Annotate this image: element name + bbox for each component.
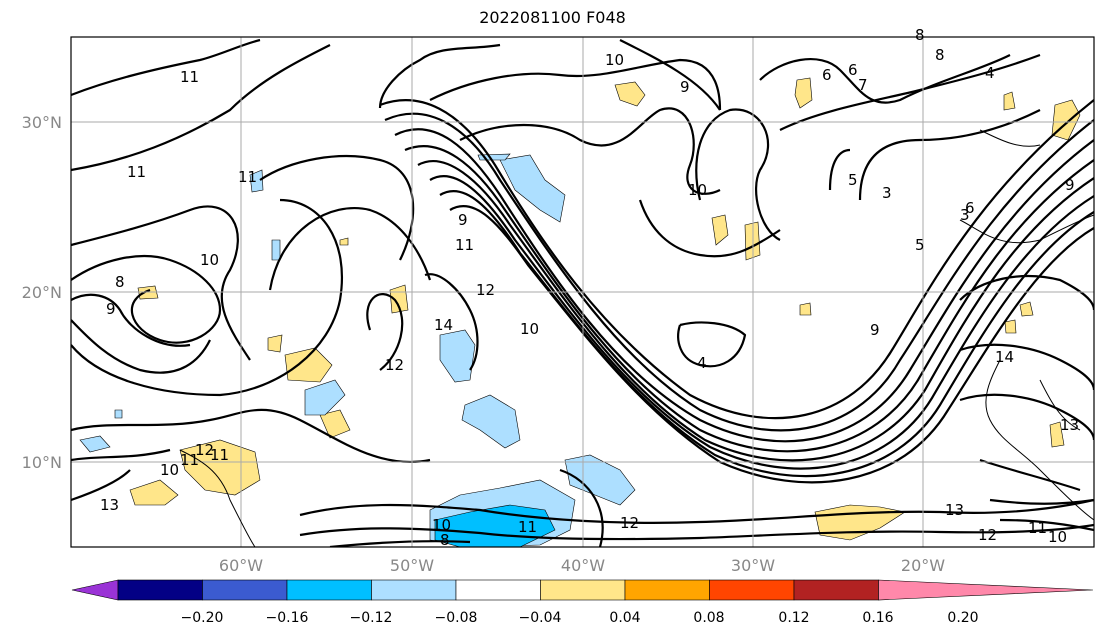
contour-label: 11	[455, 236, 474, 254]
contour-label: 11	[180, 68, 199, 86]
colorbar-tick-label: 0.08	[693, 610, 724, 626]
map-title: 2022081100 F048	[479, 8, 626, 27]
contour-label: 10	[605, 51, 624, 69]
colorbar-bin	[624, 579, 710, 601]
contour-labels: 11 11 11 10 9 8 6 5 6 7 4 3 9 10 11 12 1…	[100, 26, 1079, 549]
contour-label: 13	[100, 496, 119, 514]
lon-label: 50°W	[390, 556, 434, 575]
contour-label: 9	[1065, 176, 1075, 194]
coastlines	[179, 129, 1094, 547]
lat-label: 10°N	[22, 453, 62, 472]
contour-label: 12	[195, 441, 214, 459]
colorbar-bin	[540, 579, 626, 601]
contour-label: 5	[848, 171, 858, 189]
contour-label: 10	[200, 251, 219, 269]
contour-label: 10	[520, 320, 539, 338]
contour-label: 8	[440, 531, 450, 549]
contour-label: 10	[160, 461, 179, 479]
contour-label: 6	[822, 66, 832, 84]
contour-lines	[71, 38, 1094, 547]
contour-label: 9	[106, 300, 116, 318]
contour-label: 12	[620, 514, 639, 532]
contour-label: 10	[688, 181, 707, 199]
contour-label: 14	[434, 316, 453, 334]
colorbar-tick-labels: −0.20 −0.16 −0.12 −0.08 −0.04 0.04 0.08 …	[181, 610, 979, 626]
contour-label: 10	[432, 516, 451, 534]
contour-label: 11	[127, 163, 146, 181]
contour-label: 10	[1048, 528, 1067, 546]
colorbar-tick-label: −0.08	[435, 610, 478, 626]
colorbar-tick-label: −0.04	[519, 610, 562, 626]
contour-label: 14	[995, 348, 1014, 366]
colorbar-bin	[455, 579, 541, 601]
colorbar-extend-low	[71, 579, 119, 601]
longitude-labels: 60°W 50°W 40°W 30°W 20°W	[219, 556, 945, 575]
contour-label: 13	[1060, 416, 1079, 434]
contour-label: 5	[915, 236, 925, 254]
colorbar-bin	[371, 579, 457, 601]
contour-label: 9	[870, 321, 880, 339]
colorbar-tick-label: −0.12	[350, 610, 393, 626]
contour-label: 12	[978, 526, 997, 544]
contour-label: 7	[858, 76, 868, 94]
colorbar-tick-label: 0.04	[609, 610, 640, 626]
colorbar-tick-label: −0.20	[181, 610, 224, 626]
contour-label: 9	[680, 78, 690, 96]
map-border	[70, 36, 1095, 548]
contour-label: 13	[945, 501, 964, 519]
lon-label: 40°W	[561, 556, 605, 575]
lat-label: 30°N	[22, 113, 62, 132]
colorbar-bin	[286, 579, 372, 601]
contour-label: 11	[1028, 519, 1047, 537]
contour-label: 8	[915, 26, 925, 44]
contour-label: 8	[115, 273, 125, 291]
latitude-labels: 30°N 20°N 10°N	[22, 113, 62, 472]
colorbar-bin	[793, 579, 879, 601]
colorbar-tick-label: −0.16	[266, 610, 309, 626]
contour-label: 8	[935, 46, 945, 64]
lat-label: 20°N	[22, 283, 62, 302]
contour-label: 6	[848, 61, 858, 79]
colorbar-tick-label: 0.12	[778, 610, 809, 626]
contour-label: 11	[180, 451, 199, 469]
contour-label: 11	[238, 168, 257, 186]
colorbar-bin	[709, 579, 795, 601]
colorbar-bin	[117, 579, 203, 601]
colorbar-tick-label: 0.16	[862, 610, 893, 626]
contour-label: 9	[458, 211, 468, 229]
lon-label: 20°W	[901, 556, 945, 575]
lon-label: 30°W	[731, 556, 775, 575]
contour-label: 12	[385, 356, 404, 374]
contour-label: 11	[210, 446, 229, 464]
contour-label: 4	[985, 64, 995, 82]
map-area	[71, 37, 1094, 547]
colorbar-extend-high	[878, 579, 1094, 601]
contour-label: 3	[882, 184, 892, 202]
contour-label: 4	[697, 354, 707, 372]
contour-label: 11	[518, 518, 537, 536]
contour-label: 3	[960, 206, 970, 224]
contour-label: 12	[476, 281, 495, 299]
colorbar-tick-label: 0.20	[947, 610, 978, 626]
colorbar	[71, 579, 1094, 601]
contour-label: 6	[965, 199, 975, 217]
grid	[71, 37, 1094, 547]
colorbar-bin	[202, 579, 288, 601]
lon-label: 60°W	[219, 556, 263, 575]
